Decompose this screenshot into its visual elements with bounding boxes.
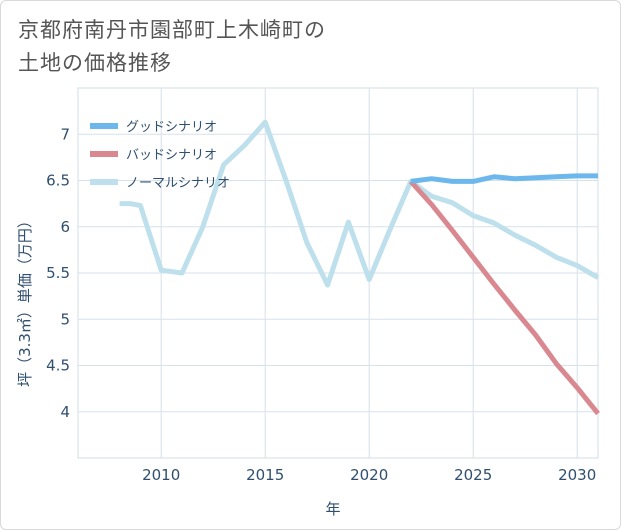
chart-title: 京都府南丹市園部町上木崎町の 土地の価格推移 (18, 14, 326, 80)
x-tick-label: 2010 (142, 466, 180, 484)
y-tick-label: 5.5 (46, 264, 70, 282)
x-tick-label: 2025 (454, 466, 492, 484)
x-axis-label: 年 (325, 500, 340, 518)
title-line-1: 京都府南丹市園部町上木崎町の (18, 18, 326, 42)
grid (78, 88, 598, 458)
x-tick-label: 2030 (558, 466, 596, 484)
x-tick-label: 2020 (350, 466, 388, 484)
ticks: 4 4.5 5 5.5 6 6.5 7 2010 2015 2020 2025 2030 (46, 125, 596, 484)
title-line-2: 土地の価格推移 (18, 51, 172, 75)
legend-label-0: グッドシナリオ (126, 120, 217, 135)
y-tick-label: 6.5 (46, 172, 70, 190)
legend-label-2: ノーマルシナリオ (126, 176, 230, 191)
series-line-1 (408, 179, 600, 416)
y-tick-label: 7 (60, 125, 70, 143)
y-tick-label: 5 (60, 310, 70, 328)
legend-label-1: バッドシナリオ (126, 148, 217, 163)
x-tick-label: 2015 (246, 466, 284, 484)
y-tick-label: 6 (60, 218, 70, 236)
y-axis-label: 坪（3.3㎡）単価（万円） (16, 213, 34, 387)
series-line-2 (119, 119, 600, 288)
series-lines (119, 119, 600, 416)
y-tick-label: 4 (60, 403, 70, 421)
series-line-0 (410, 173, 598, 184)
y-tick-label: 4.5 (46, 357, 70, 375)
